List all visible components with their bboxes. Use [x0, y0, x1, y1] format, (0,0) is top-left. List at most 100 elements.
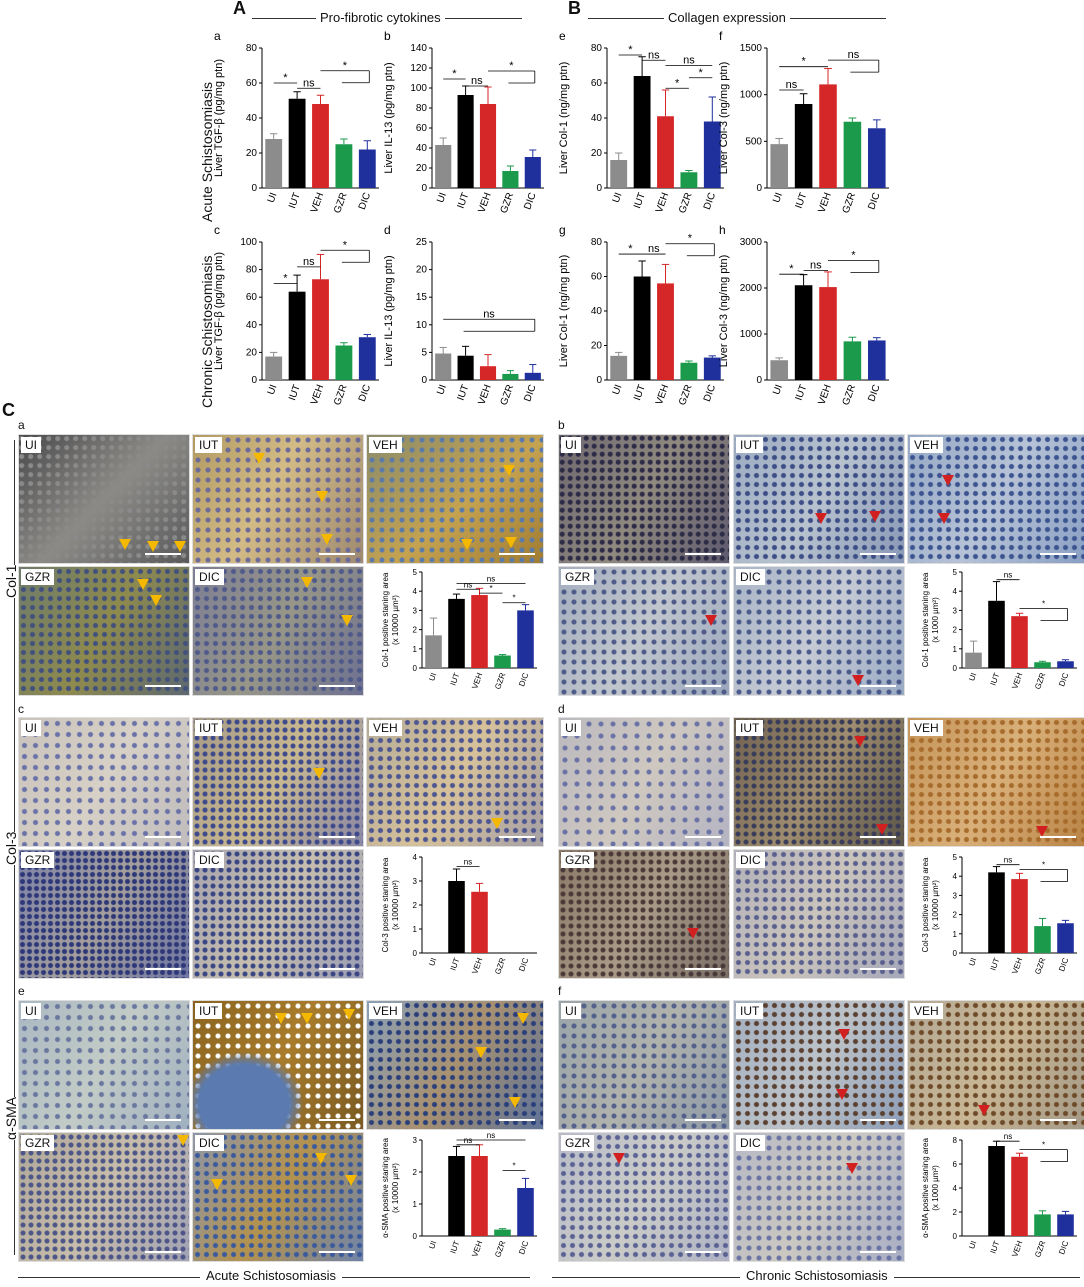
bar-veh — [1011, 879, 1028, 953]
x-tick-label: DIC — [866, 191, 882, 211]
y-tick-label: 20 — [246, 347, 258, 358]
section-A-title: Pro-fibrotic cytokines — [316, 10, 445, 25]
scale-bar — [319, 553, 355, 555]
y-tick-label: 60 — [246, 78, 258, 89]
y-tick-label: 20 — [591, 148, 603, 159]
micro-e-dic-tag: DIC — [195, 1135, 224, 1151]
chart-letter: c — [214, 223, 220, 237]
bar-gzr — [335, 345, 353, 380]
red-arrow-marker — [1036, 826, 1048, 837]
x-tick-label: DIC — [1057, 1239, 1070, 1255]
y-tick-label: 0 — [421, 183, 427, 194]
y-tick-label: 20 — [591, 341, 603, 352]
footer-chronic-label: Chronic Schistosomiasis — [740, 1268, 894, 1283]
x-tick-label: GZR — [1033, 1239, 1047, 1258]
bar-dic — [524, 157, 541, 188]
bar-veh — [657, 283, 674, 380]
y-tick-label: 0 — [413, 949, 418, 958]
y-tick-label: 40 — [246, 320, 258, 331]
x-tick-label: UI — [266, 383, 280, 396]
sig-label: * — [512, 594, 515, 603]
y-tick-label: 100 — [410, 83, 427, 94]
x-tick-label: DIC — [522, 383, 538, 403]
y-axis-label: Col-1 positive staning area — [921, 572, 930, 667]
micro-a-iut-tag: IUT — [195, 437, 223, 453]
red-arrow-marker — [852, 675, 864, 686]
scale-bar — [145, 553, 181, 555]
bar-gzr — [1034, 1214, 1051, 1236]
yellow-arrow-marker — [253, 453, 265, 464]
x-tick-label: GZR — [841, 383, 859, 407]
micro-e-gzr: GZR — [18, 1132, 190, 1262]
subpanel-a: a — [18, 418, 25, 432]
x-tick-label: GZR — [499, 191, 517, 215]
bar-ui — [435, 353, 452, 380]
bar-gzr — [335, 144, 353, 188]
x-tick-label: UI — [435, 383, 449, 396]
bar-dic — [1057, 923, 1074, 953]
bar-ui — [265, 356, 283, 380]
red-arrow-marker — [838, 1029, 850, 1040]
y-tick-label: 0 — [421, 375, 427, 386]
chart-Cb: Col-1 positive staning area (x 1000 µm²) 0… — [921, 568, 1077, 691]
y-axis-label: Liver Col-3 (ng/mg ptn) — [718, 255, 730, 368]
x-tick-label: VEH — [654, 191, 671, 214]
micro-e-gzr-tag: GZR — [21, 1135, 55, 1151]
bar-ui — [265, 139, 283, 188]
y-tick-label: 8 — [953, 1136, 958, 1145]
sig-label: ns — [786, 79, 798, 91]
x-tick-label: DIC — [517, 1239, 530, 1255]
scale-bar — [685, 1251, 721, 1253]
yellow-arrow-marker — [491, 818, 503, 829]
y-tick-label: 0 — [413, 664, 418, 673]
yellow-arrow-marker — [150, 595, 162, 606]
micro-f-ui-tag: UI — [561, 1003, 581, 1019]
micro-f-dic: DIC — [733, 1132, 905, 1262]
subpanel-f: f — [558, 984, 562, 998]
micro-a-dic: DIC — [192, 566, 364, 696]
x-tick-label: UI — [771, 191, 785, 204]
micro-a-veh-tag: VEH — [369, 437, 402, 453]
yellow-arrow-marker — [345, 1175, 357, 1186]
x-tick-label: DIC — [866, 383, 882, 403]
red-arrow-marker — [978, 1105, 990, 1116]
y-tick-label: 80 — [246, 265, 258, 276]
micro-c-gzr: GZR — [18, 849, 190, 979]
y-tick-label: 4 — [413, 587, 418, 596]
bar-gzr — [494, 1229, 511, 1236]
sig-label: ns — [464, 858, 472, 867]
bar-iut — [988, 600, 1005, 668]
sig-label: ns — [487, 575, 495, 584]
x-tick-label: VEH — [309, 383, 326, 406]
micro-a-ui: UI — [18, 434, 190, 564]
micro-a-gzr: GZR — [18, 566, 190, 696]
panel-label-C: C — [2, 400, 15, 420]
yellow-arrow-marker — [517, 1013, 529, 1024]
bar-gzr — [680, 172, 698, 188]
sig-label: * — [283, 72, 288, 84]
y-tick-label: 25 — [416, 237, 428, 248]
x-tick-label: GZR — [493, 1239, 507, 1258]
y-tick-label: 3000 — [740, 237, 763, 248]
panel-label-B: B — [568, 0, 581, 18]
x-tick-label: GZR — [841, 191, 859, 215]
y-tick-label: 0 — [251, 375, 257, 386]
x-tick-label: VEH — [470, 1239, 484, 1258]
scale-bar — [145, 836, 181, 838]
scale-bar — [1040, 553, 1076, 555]
scale-bar — [1040, 836, 1076, 838]
y-axis-label: Col-3 positive staning area — [921, 857, 930, 952]
y-tick-label: 4 — [953, 587, 958, 596]
section-B-title: Collagen expression — [664, 10, 790, 25]
x-tick-label: VEH — [1010, 671, 1024, 690]
x-tick-label: UI — [427, 1240, 438, 1251]
scale-bar — [685, 553, 721, 555]
y-tick-label: 2 — [413, 626, 418, 635]
subpanel-b: b — [558, 418, 565, 432]
y-axis-label-units: (x 1000 µm²) — [931, 1165, 940, 1211]
x-tick-label: UI — [611, 383, 625, 396]
chart-a: a Liver TGF-β (pg/mg ptn) 0 20 40 60 80 UI IUT VE… — [213, 29, 379, 215]
sig-label: ns — [1004, 571, 1012, 580]
x-tick-label: VEH — [476, 191, 493, 214]
bar-gzr — [494, 655, 511, 668]
